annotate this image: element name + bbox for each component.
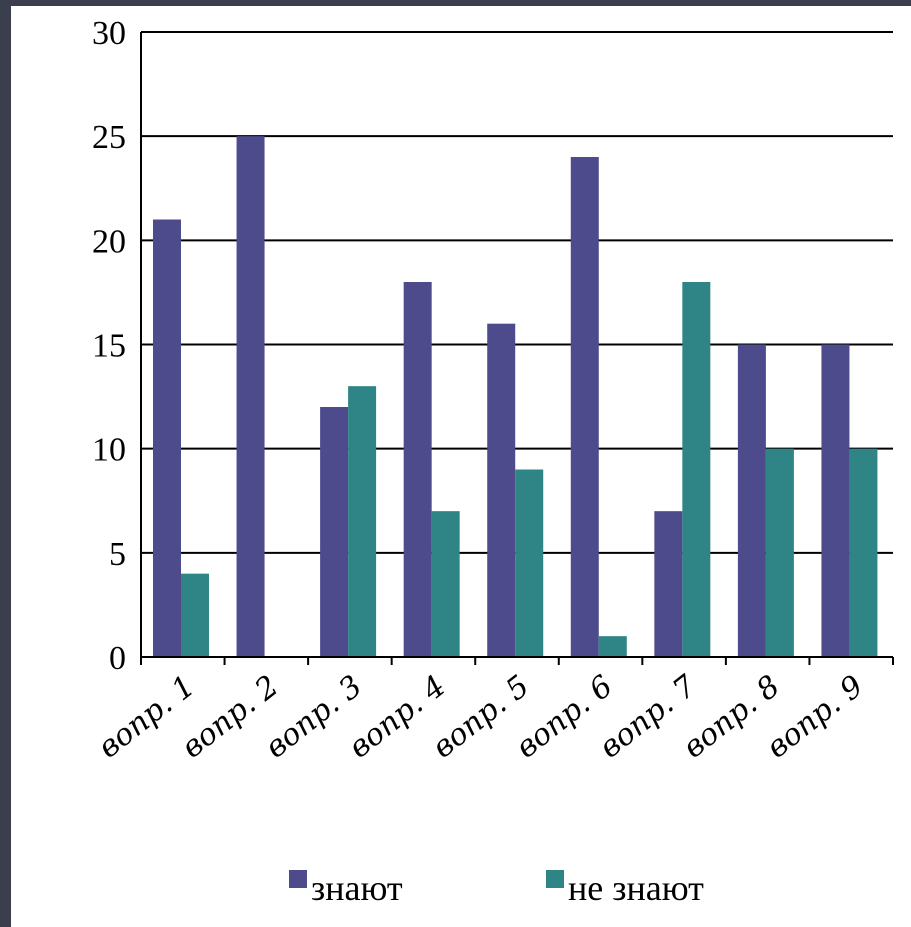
bar-ne-znayut-4 xyxy=(431,511,460,657)
bars xyxy=(153,136,878,657)
legend: знают не знают xyxy=(289,868,704,908)
bar-znayut-7 xyxy=(654,511,683,657)
axes xyxy=(140,32,894,665)
y-tick-label-0: 0 xyxy=(109,640,126,677)
y-axis-tick-labels: 0 5 10 15 20 25 30 xyxy=(92,15,126,677)
legend-swatch-2 xyxy=(546,870,564,888)
y-tick-label-30: 30 xyxy=(92,15,126,52)
bar-ne-znayut-3 xyxy=(348,386,377,657)
bar-ne-znayut-8 xyxy=(765,448,794,657)
bar-ne-znayut-6 xyxy=(598,636,627,657)
y-tick-label-5: 5 xyxy=(109,536,126,573)
bar-znayut-2 xyxy=(236,136,265,657)
y-tick-label-25: 25 xyxy=(92,119,126,156)
gridlines xyxy=(141,31,893,554)
y-tick-label-20: 20 xyxy=(92,223,126,260)
bar-ne-znayut-9 xyxy=(849,448,878,657)
bar-znayut-6 xyxy=(570,157,599,657)
bar-ne-znayut-5 xyxy=(515,469,544,657)
bar-znayut-3 xyxy=(320,407,349,657)
bar-znayut-4 xyxy=(403,282,432,657)
bar-znayut-8 xyxy=(737,344,766,657)
bar-ne-znayut-7 xyxy=(682,282,711,657)
legend-label-2: не знают xyxy=(568,868,704,908)
bar-znayut-5 xyxy=(487,323,516,657)
legend-label-1: знают xyxy=(311,868,403,908)
bar-znayut-1 xyxy=(153,219,181,657)
y-tick-label-10: 10 xyxy=(92,432,126,469)
bar-znayut-9 xyxy=(821,344,850,657)
legend-swatch-1 xyxy=(289,870,307,888)
bar-ne-znayut-1 xyxy=(181,573,209,657)
y-tick-label-15: 15 xyxy=(92,328,126,365)
x-category-label-9: вопр. 9 xyxy=(760,669,870,766)
